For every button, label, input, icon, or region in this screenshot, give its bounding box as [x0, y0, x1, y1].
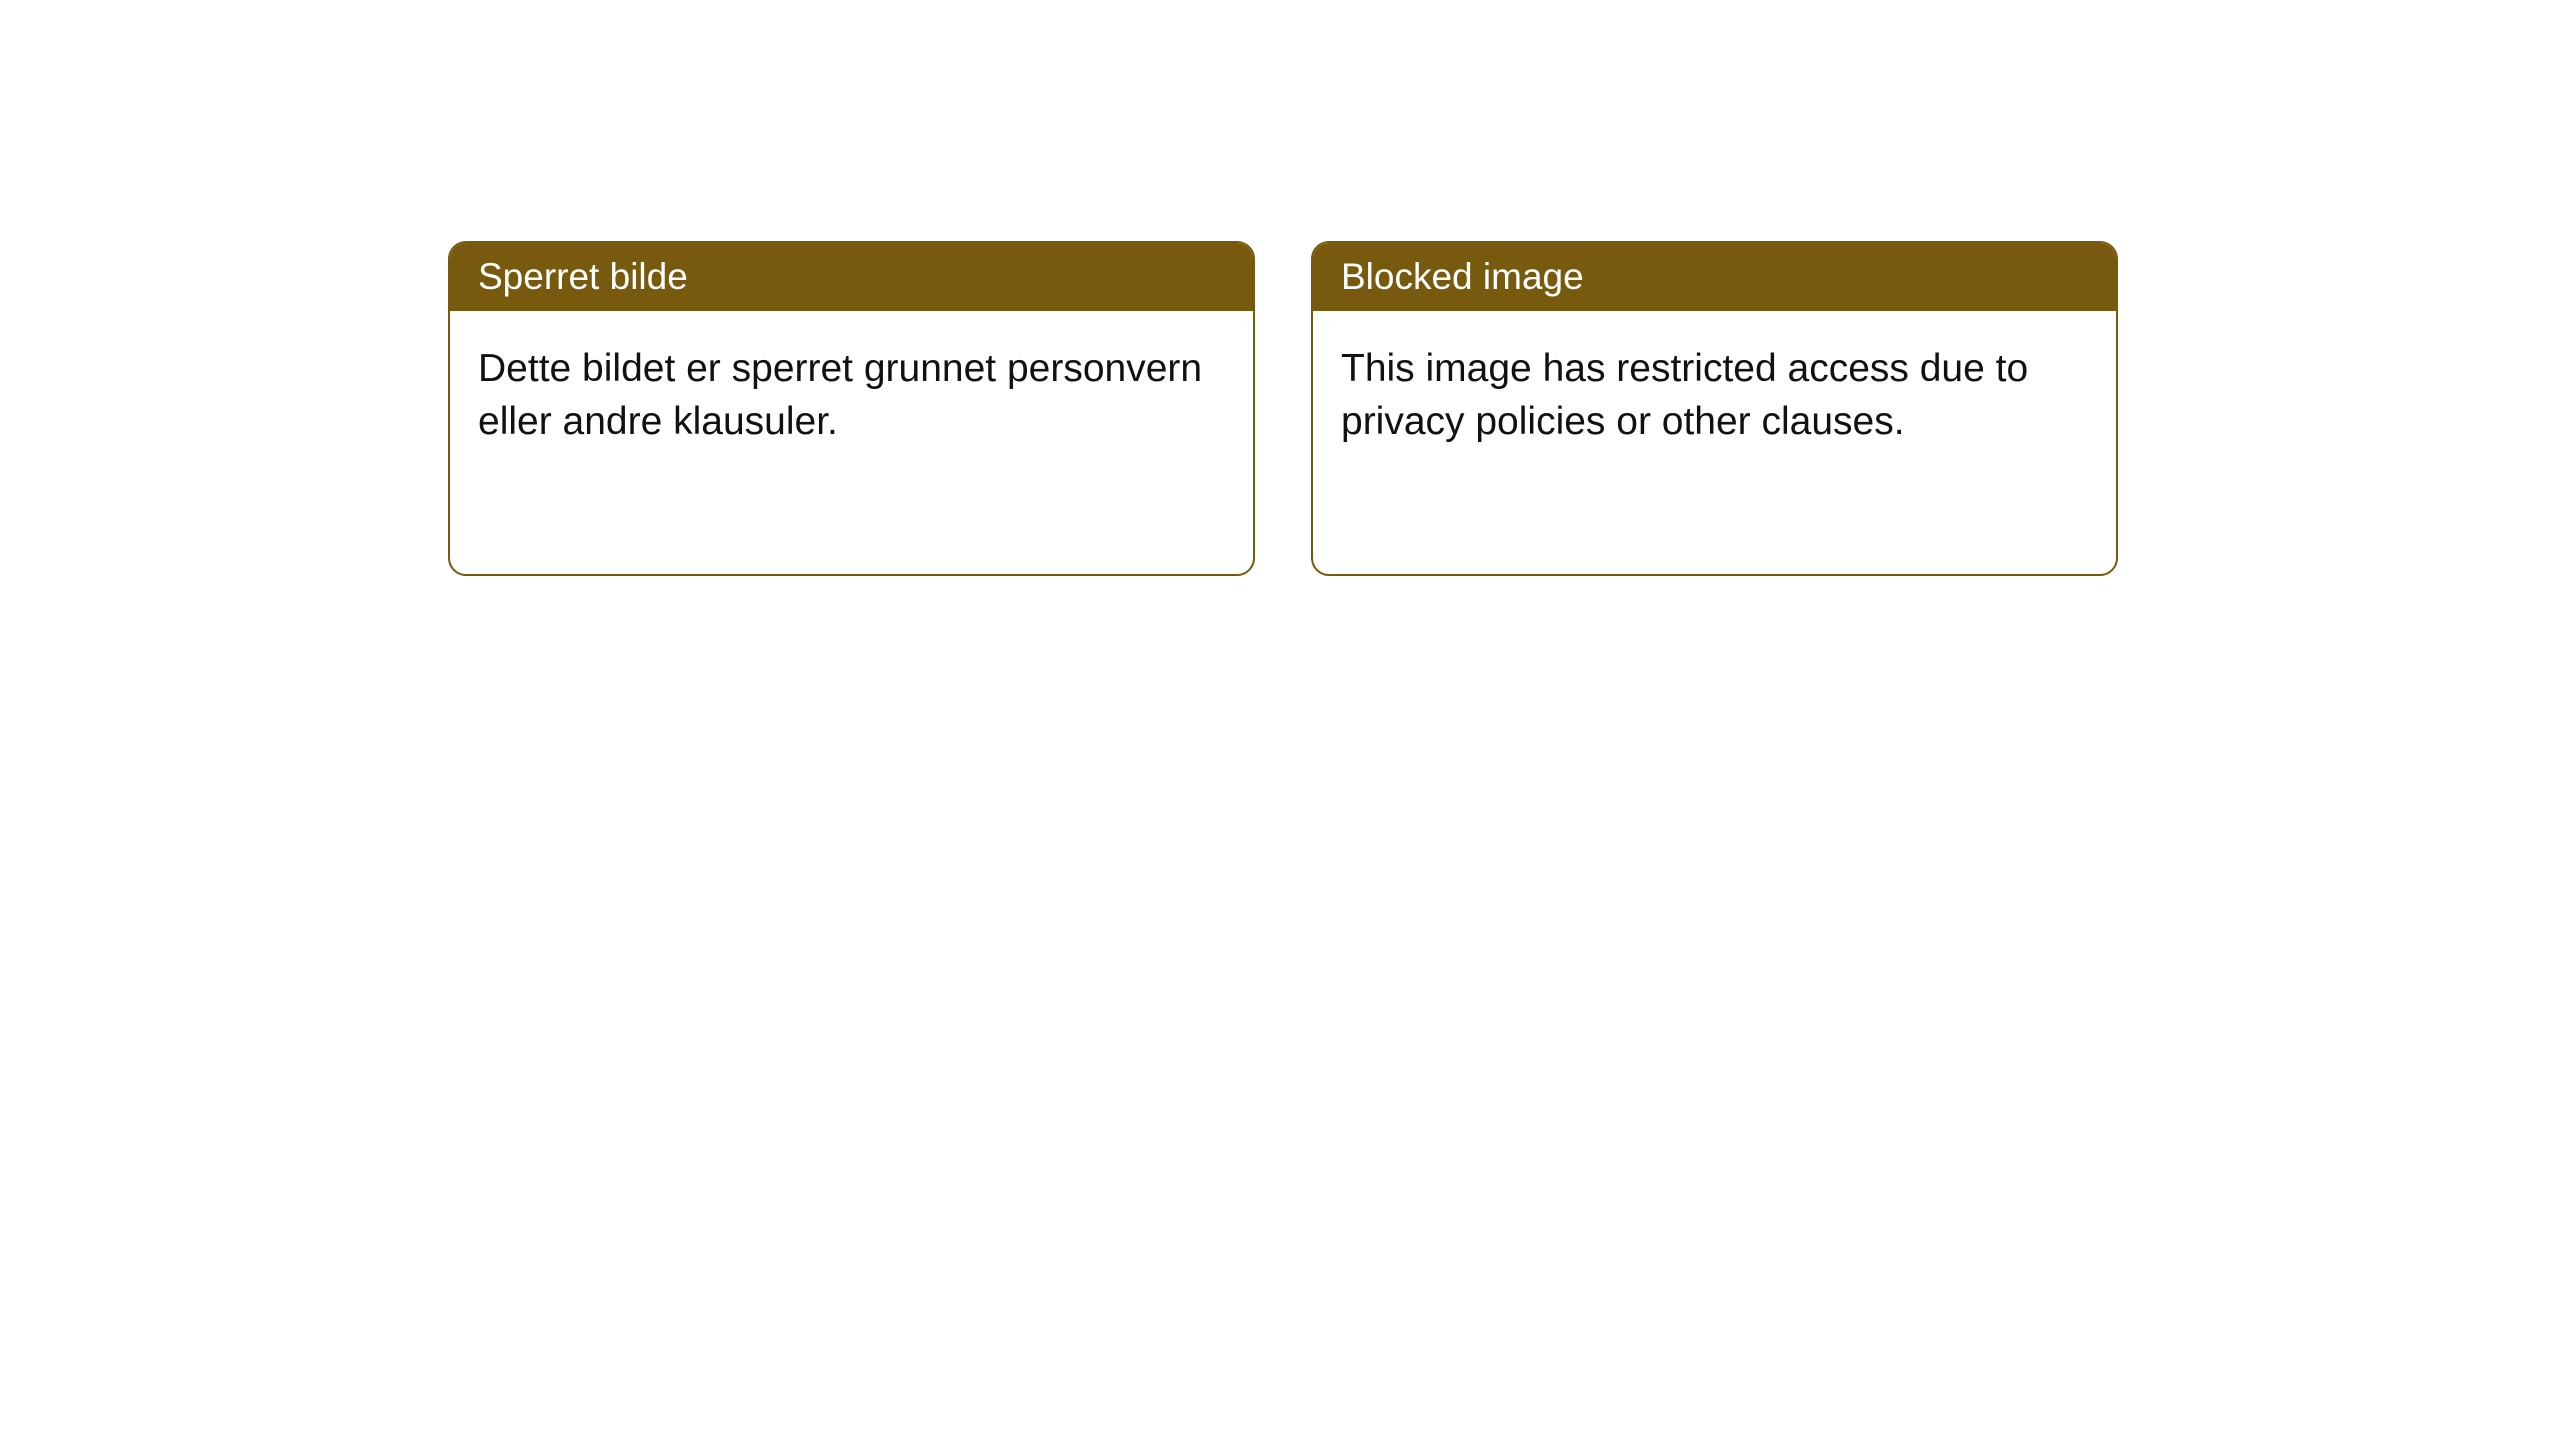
card-title-no: Sperret bilde [478, 256, 688, 297]
card-body-no: Dette bildet er sperret grunnet personve… [450, 311, 1253, 480]
card-header-en: Blocked image [1313, 243, 2116, 311]
blocked-image-card-en: Blocked image This image has restricted … [1311, 241, 2118, 576]
card-body-en: This image has restricted access due to … [1313, 311, 2116, 480]
card-header-no: Sperret bilde [450, 243, 1253, 311]
blocked-image-cards: Sperret bilde Dette bildet er sperret gr… [448, 241, 2118, 576]
card-title-en: Blocked image [1341, 256, 1584, 297]
card-body-text-en: This image has restricted access due to … [1341, 347, 2028, 443]
blocked-image-card-no: Sperret bilde Dette bildet er sperret gr… [448, 241, 1255, 576]
card-body-text-no: Dette bildet er sperret grunnet personve… [478, 347, 1202, 443]
